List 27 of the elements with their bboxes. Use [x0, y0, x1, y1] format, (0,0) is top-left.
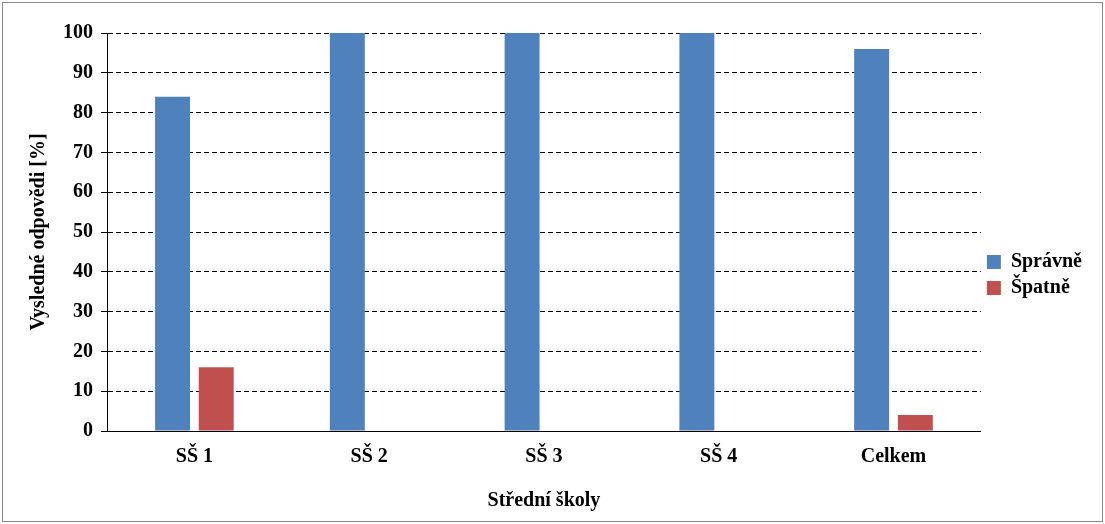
legend-label: Správně [1010, 249, 1083, 273]
y-tick-label: 50 [73, 219, 93, 242]
y-tick-label: 10 [73, 378, 93, 401]
x-tick-label: Celkem [860, 444, 927, 467]
y-tick-label: 80 [73, 99, 93, 122]
y-axis-title: Vysledné odpovědi [%] [26, 133, 50, 331]
y-tick-label: 0 [83, 418, 93, 441]
x-tick-label: SŠ 1 [175, 443, 214, 467]
y-tick-label: 20 [73, 338, 93, 361]
y-tick-label: 90 [73, 59, 93, 82]
bar [329, 33, 365, 431]
bar [155, 96, 191, 431]
legend-label: Špatně [1010, 274, 1070, 299]
bar [854, 48, 890, 431]
bar [504, 33, 540, 431]
x-tick-label: SŠ 3 [525, 443, 563, 467]
x-tick-label: SŠ 4 [700, 443, 738, 467]
bar [897, 415, 933, 431]
y-tick-label: 30 [73, 298, 93, 321]
bar [198, 367, 234, 431]
y-tick-label: 100 [63, 20, 93, 43]
y-tick-label: 60 [73, 179, 93, 202]
x-axis-title: Střední školy [487, 488, 601, 512]
x-tick-label: SŠ 2 [350, 443, 388, 467]
bar [679, 33, 715, 431]
y-tick-label: 40 [73, 258, 93, 281]
y-tick-label: 70 [73, 139, 93, 162]
